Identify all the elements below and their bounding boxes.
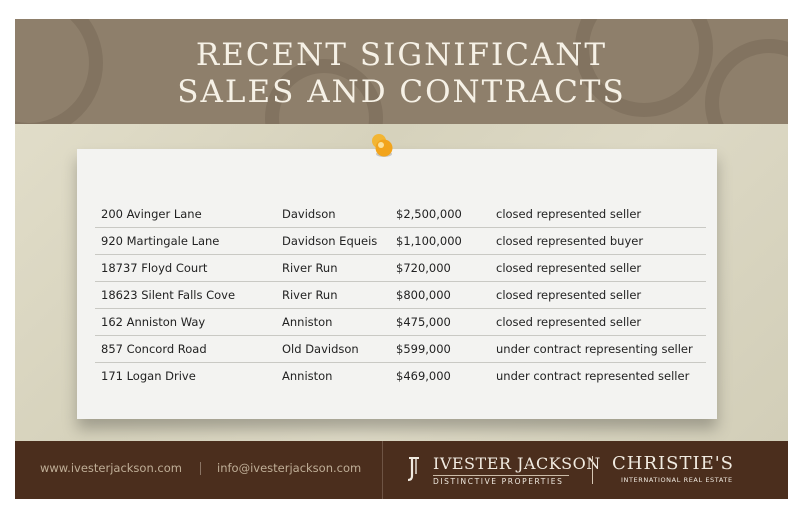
divider xyxy=(200,462,201,475)
area-cell: River Run xyxy=(282,281,396,309)
status-cell: closed represented seller xyxy=(496,281,706,309)
area-cell: River Run xyxy=(282,254,396,282)
status-cell: under contract representing seller xyxy=(496,335,706,363)
address-cell: 18623 Silent Falls Cove xyxy=(95,281,282,309)
status-cell: closed represented seller xyxy=(496,201,706,228)
sale-row: 857 Concord Road Old Davidson $599,000 unde… xyxy=(95,335,706,363)
christies-logo: CHRISTIE'S xyxy=(612,453,734,474)
title-line-2: SALES AND CONTRACTS xyxy=(177,74,626,110)
sale-row: 18623 Silent Falls Cove River Run $800,000… xyxy=(95,281,706,309)
price-cell: $469,000 xyxy=(396,369,451,383)
sales-table: 200 Avinger Lane Davidson $2,500,000 closed… xyxy=(95,201,706,389)
ivester-jackson-logo: IVESTER JACKSON xyxy=(433,454,601,473)
status-cell: closed represented buyer xyxy=(496,227,706,255)
sale-row: 920 Martingale Lane Davidson Equeis $1,100… xyxy=(95,227,706,255)
area-cell: Davidson xyxy=(282,201,396,228)
sale-row: 162 Anniston Way Anniston $475,000 closed r… xyxy=(95,308,706,336)
price-cell: $1,100,000 xyxy=(396,227,496,255)
area-cell: Old Davidson xyxy=(282,335,396,363)
address-cell: 18737 Floyd Court xyxy=(95,254,282,282)
price-cell: $599,000 xyxy=(396,335,496,363)
ivester-jackson-monogram-icon xyxy=(407,457,419,482)
divider xyxy=(382,441,383,499)
title-line-1: RECENT SIGNIFICANT xyxy=(195,37,608,73)
area-cell: Anniston xyxy=(282,308,396,336)
email-link[interactable]: info@ivesterjackson.com xyxy=(217,461,362,475)
status-cell: under contract represented seller xyxy=(496,369,690,383)
status-cell: closed represented seller xyxy=(496,308,706,336)
flyer: RECENT SIGNIFICANT SALES AND CONTRACTS 2… xyxy=(15,19,788,499)
price-cell: $475,000 xyxy=(396,308,496,336)
address-cell: 162 Anniston Way xyxy=(95,308,282,336)
address-cell: 857 Concord Road xyxy=(95,335,282,363)
sale-row: 200 Avinger Lane Davidson $2,500,000 closed… xyxy=(95,201,706,228)
address-cell: 920 Martingale Lane xyxy=(95,227,282,255)
push-pin-icon xyxy=(372,134,393,157)
page-title: RECENT SIGNIFICANT SALES AND CONTRACTS xyxy=(15,37,788,111)
address-cell: 200 Avinger Lane xyxy=(95,201,282,228)
status-cell: closed represented seller xyxy=(496,254,706,282)
sale-row: 18737 Floyd Court River Run $720,000 closed… xyxy=(95,254,706,282)
address-cell: 171 Logan Drive xyxy=(101,369,196,383)
website-link[interactable]: www.ivesterjackson.com xyxy=(40,461,182,475)
ivester-jackson-tagline: DISTINCTIVE PROPERTIES xyxy=(433,475,569,486)
christies-tagline: INTERNATIONAL REAL ESTATE xyxy=(621,476,733,484)
divider xyxy=(592,456,593,484)
area-cell: Davidson Equeis xyxy=(282,227,396,255)
price-cell: $800,000 xyxy=(396,281,496,309)
sale-row: 171 Logan Drive Anniston $469,000 under con… xyxy=(95,363,706,390)
area-cell: Anniston xyxy=(282,369,333,383)
header-banner: RECENT SIGNIFICANT SALES AND CONTRACTS xyxy=(15,19,788,124)
footer: www.ivesterjackson.com info@ivesterjacks… xyxy=(15,441,788,499)
price-cell: $2,500,000 xyxy=(396,201,496,228)
price-cell: $720,000 xyxy=(396,254,496,282)
